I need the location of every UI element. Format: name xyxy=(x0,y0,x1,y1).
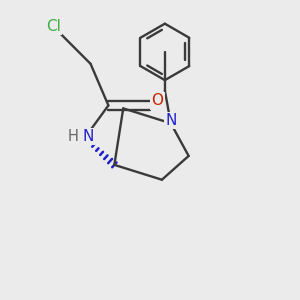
Text: O: O xyxy=(152,94,164,109)
Text: H: H xyxy=(68,129,79,144)
Text: Cl: Cl xyxy=(46,19,61,34)
Text: N: N xyxy=(165,113,176,128)
Text: N: N xyxy=(82,129,94,144)
